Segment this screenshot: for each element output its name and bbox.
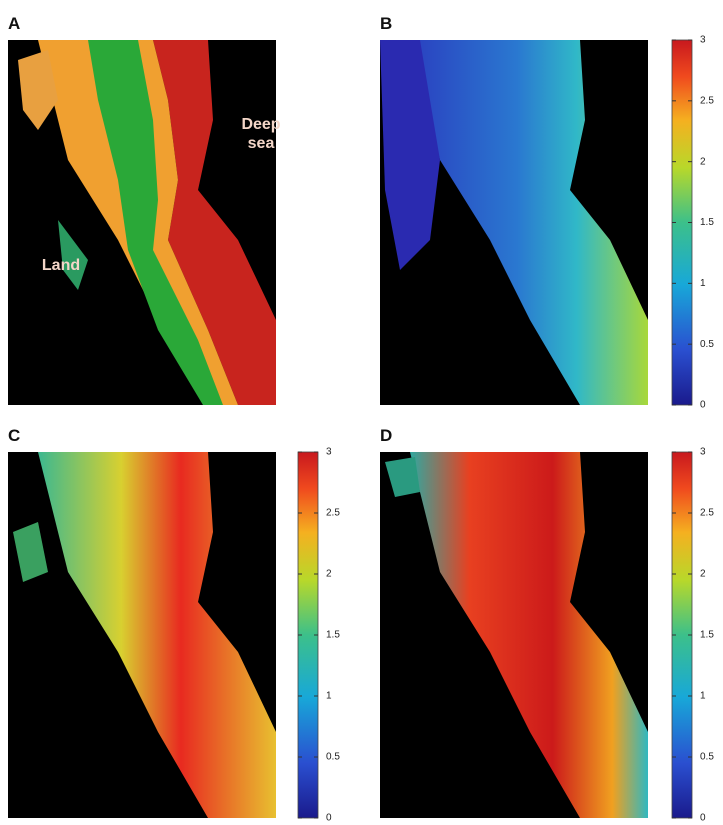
- colorbar-tick-label: 3: [700, 35, 706, 46]
- panel-label: A: [8, 14, 21, 33]
- annotation: Deep sea: [241, 116, 281, 152]
- colorbar-tick-label: 3: [700, 447, 706, 458]
- colorbar-tick-label: 1.5: [700, 217, 714, 228]
- colorbar-tick-label: 1: [700, 691, 706, 702]
- colorbar-tick-label: 2.5: [326, 508, 340, 519]
- map-b: [380, 40, 648, 405]
- colorbar-tick-label: 2: [700, 156, 706, 167]
- colorbar-tick-label: 1.5: [326, 630, 340, 641]
- colorbar-tick-label: 2: [700, 569, 706, 580]
- panel-label: C: [8, 426, 21, 445]
- colorbar-tick-label: 2.5: [700, 508, 714, 519]
- colorbar-tick-label: 0: [700, 813, 706, 824]
- colorbar-tick-label: 1: [700, 278, 706, 289]
- panel-label: D: [380, 426, 393, 445]
- map-a: [8, 40, 276, 405]
- map-d: [380, 452, 648, 818]
- annotation: Land: [41, 257, 81, 274]
- colorbar-tick-label: 3: [326, 447, 332, 458]
- map-c: [8, 452, 276, 818]
- colorbar-tick-label: 0.5: [700, 752, 714, 763]
- colorbar-tick-label: 1.5: [700, 630, 714, 641]
- colorbar-tick-label: 2.5: [700, 95, 714, 106]
- colorbar-tick-label: 0: [700, 400, 706, 411]
- colorbar-tick-label: 0.5: [700, 339, 714, 350]
- panel-label: B: [380, 14, 393, 33]
- colorbar-tick-label: 2: [326, 569, 332, 580]
- colorbar-tick-label: 1: [326, 691, 332, 702]
- colorbar-tick-label: 0.5: [326, 752, 340, 763]
- colorbar-tick-label: 0: [326, 813, 332, 824]
